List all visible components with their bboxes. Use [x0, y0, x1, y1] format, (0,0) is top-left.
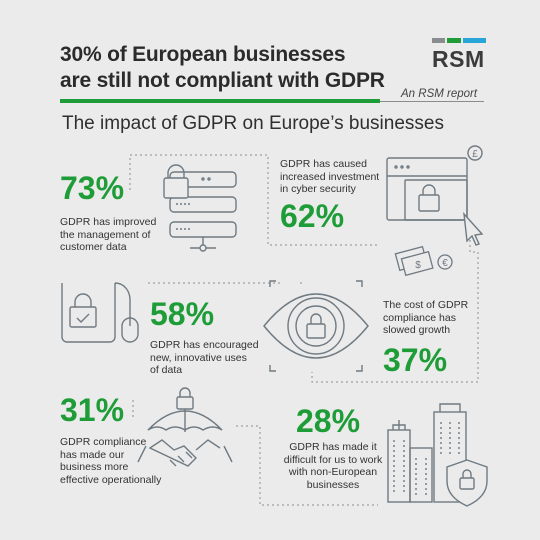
stat-28-text: GDPR has made it difficult for us to wor… — [283, 441, 383, 491]
logo-bar-blue — [462, 38, 487, 43]
eye-padlock-icon — [263, 280, 369, 372]
stat-58-text: GDPR has encouraged new, innovative uses… — [150, 339, 259, 376]
stat-73-value: 73% — [60, 170, 125, 206]
euro-icon: € — [442, 258, 448, 269]
stat-37-text: The cost of GDPR compliance has slowed g… — [383, 299, 469, 336]
handshake-umbrella-icon — [137, 387, 233, 467]
stat-31-text: GDPR compliance has made our business mo… — [60, 436, 162, 486]
browser-padlock-icon — [386, 145, 484, 246]
rsm-logo-bars — [432, 38, 487, 43]
computer-padlock-icon — [61, 282, 139, 343]
title-line-2: are still not compliant with GDPR — [60, 69, 385, 92]
stat-62-value: 62% — [280, 198, 345, 234]
logo-bar-green — [447, 38, 461, 43]
title-line-1: 30% of European businesses — [60, 43, 346, 66]
stat-58-value: 58% — [150, 296, 215, 332]
byline: An RSM report — [401, 88, 478, 100]
pound-icon: £ — [472, 149, 478, 160]
dotted-connectors — [129, 154, 479, 506]
stat-37-value: 37% — [383, 342, 448, 378]
rsm-logo-text: RSM — [432, 46, 485, 72]
stat-73-text: GDPR has improved the management of cust… — [60, 216, 157, 253]
connector-bottom — [236, 425, 378, 506]
city-shield-icon — [387, 403, 488, 507]
logo-bar-grey — [432, 38, 446, 43]
subtitle: The impact of GDPR on Europe’s businesse… — [62, 113, 444, 134]
stat-62-text: GDPR has caused increased investment in … — [280, 158, 380, 195]
dollar-icon: $ — [415, 260, 421, 271]
stat-31-value: 31% — [60, 392, 125, 428]
rsm-logo: RSM — [432, 38, 487, 73]
connector-right — [311, 230, 479, 383]
title-underline — [60, 99, 380, 103]
stat-28-value: 28% — [296, 403, 361, 439]
byline-rule — [380, 101, 484, 102]
banknote-icon — [394, 245, 453, 277]
server-padlock-icon — [163, 164, 237, 252]
